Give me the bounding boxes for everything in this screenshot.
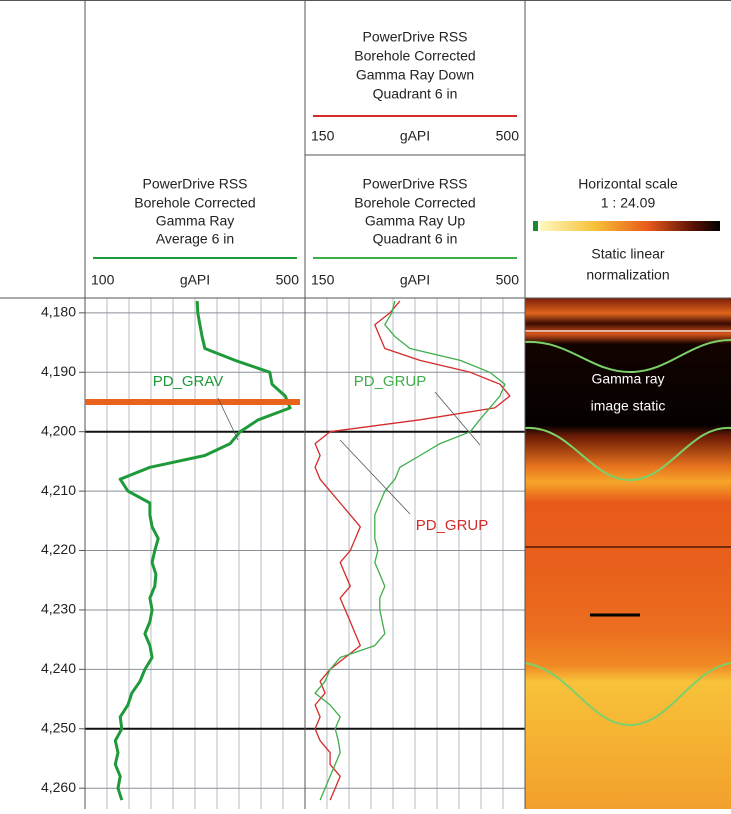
color-scale-marker: [533, 221, 538, 231]
scale-unit: gAPI: [400, 272, 430, 288]
track-header: Borehole Corrected: [354, 195, 475, 211]
track-header: Borehole Corrected: [134, 195, 255, 211]
image-track: Gamma ray image static Horizontal scale …: [525, 176, 731, 809]
depth-label: 4,240: [41, 660, 76, 676]
log-chart: Gamma ray image static Horizontal scale …: [0, 0, 731, 809]
depth-label: 4,210: [41, 482, 76, 498]
depth-label: 4,190: [41, 363, 76, 379]
scale-label: 500: [276, 272, 300, 288]
track-header: PowerDrive RSS: [362, 176, 467, 192]
image-header: Horizontal scale: [578, 176, 678, 192]
leader: [340, 440, 410, 514]
normalization: normalization: [586, 267, 669, 283]
depth-label: 4,220: [41, 541, 76, 557]
track-header: Borehole Corrected: [354, 48, 475, 64]
scale-label: 500: [496, 272, 520, 288]
image-label: Gamma ray: [591, 371, 664, 387]
depth-label: 4,260: [41, 779, 76, 795]
track-header: Quadrant 6 in: [373, 231, 458, 247]
track-header: Average 6 in: [156, 231, 234, 247]
image-header: 1 : 24.09: [601, 195, 656, 211]
color-scale: [540, 221, 720, 231]
scale-label: 150: [311, 128, 335, 144]
scale-label: 500: [496, 128, 520, 144]
track-header: Quadrant 6 in: [373, 86, 458, 102]
track-header: Gamma Ray: [156, 213, 235, 229]
scale-unit: gAPI: [180, 272, 210, 288]
track-header: Gamma Ray Up: [365, 213, 466, 229]
curve-label: PD_GRUP: [354, 373, 427, 390]
marker-bar: [85, 399, 300, 405]
depth-label: 4,250: [41, 719, 76, 735]
scale-unit: gAPI: [400, 128, 430, 144]
curve-label: PD_GRAV: [153, 373, 224, 390]
depth-label: 4,230: [41, 601, 76, 617]
curve-label: PD_GRUP: [416, 517, 489, 534]
depth-label: 4,200: [41, 422, 76, 438]
track-header: Gamma Ray Down: [356, 67, 474, 83]
track-header: PowerDrive RSS: [142, 176, 247, 192]
scale-label: 100: [91, 272, 115, 288]
depth-label: 4,180: [41, 304, 76, 320]
track-header: PowerDrive RSS: [362, 29, 467, 45]
normalization: Static linear: [591, 246, 664, 262]
image-label: image static: [591, 398, 666, 414]
scale-label: 150: [311, 272, 335, 288]
